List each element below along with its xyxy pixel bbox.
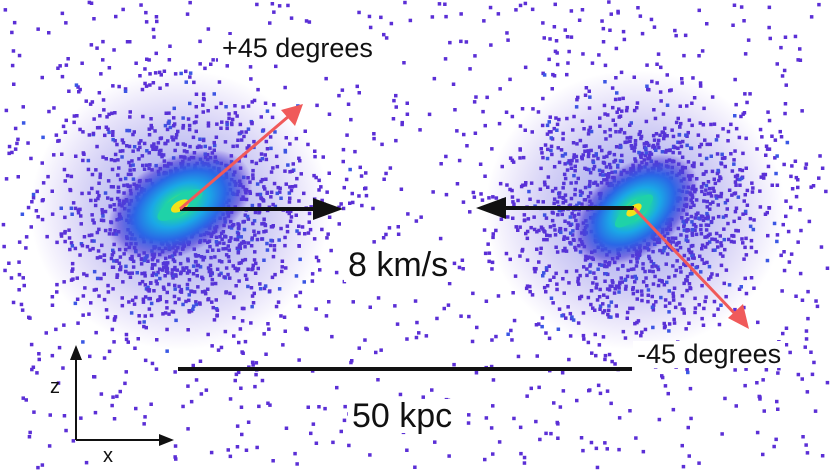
velocity-arrow-left [180,198,343,220]
coordinate-axes [70,345,174,446]
axis-label-x: x [103,445,113,467]
spin-arrow-left [179,104,303,211]
label-velocity: 8 km/s [344,248,453,282]
spin-arrow-right [632,206,749,329]
label-plus-45: +45 degrees [218,35,377,62]
axis-label-z: z [50,376,60,398]
velocity-arrow-right [476,197,634,219]
label-minus-45: -45 degrees [633,341,786,368]
label-separation: 50 kpc [348,399,457,433]
